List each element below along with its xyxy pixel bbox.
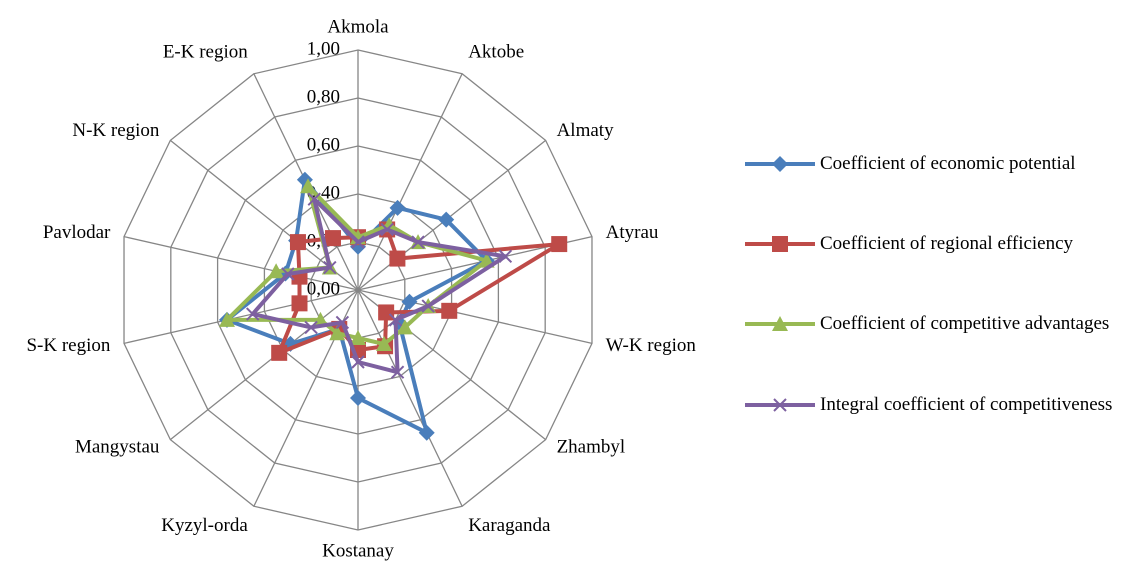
marker — [551, 236, 568, 253]
marker — [289, 234, 306, 251]
marker — [271, 344, 288, 361]
category-label: Aktobe — [468, 42, 524, 63]
legend-label: Coefficient of economic potential — [820, 153, 1076, 174]
marker — [304, 320, 318, 335]
marker — [268, 263, 285, 279]
category-label: W-K region — [606, 335, 697, 356]
marker — [390, 365, 405, 379]
marker — [325, 230, 342, 247]
marker — [350, 330, 366, 345]
legend-label: Coefficient of regional efficiency — [820, 233, 1074, 254]
marker — [281, 267, 295, 281]
category-label: Mangystau — [75, 437, 160, 458]
marker — [335, 315, 350, 330]
marker — [350, 390, 366, 406]
marker — [380, 222, 394, 237]
marker — [773, 398, 787, 412]
marker — [291, 295, 308, 312]
category-label: Karaganda — [468, 515, 551, 536]
r-tick-label: 1,00 — [307, 38, 340, 59]
category-label: N-K region — [72, 120, 160, 141]
marker — [772, 156, 788, 172]
marker — [300, 178, 317, 194]
legend-label: Integral coefficient of competitiveness — [820, 394, 1113, 415]
marker — [307, 192, 321, 206]
marker — [418, 424, 435, 441]
category-label: Kostanay — [322, 540, 394, 561]
category-label: S-K region — [26, 335, 110, 356]
spoke — [357, 73, 463, 291]
marker — [411, 235, 425, 249]
category-label: Akmola — [327, 16, 389, 37]
marker — [389, 250, 406, 267]
category-label: Almaty — [557, 120, 614, 141]
marker — [323, 260, 337, 275]
r-tick-label: 0,60 — [307, 134, 340, 155]
marker — [329, 325, 346, 341]
marker — [388, 313, 403, 327]
spoke — [123, 235, 359, 291]
marker — [396, 319, 413, 335]
marker — [376, 336, 393, 352]
marker — [351, 355, 365, 369]
spoke — [357, 289, 593, 345]
spoke — [123, 289, 359, 345]
marker — [772, 316, 788, 331]
category-label: E-K region — [163, 42, 248, 63]
category-label: Zhambyl — [557, 437, 626, 458]
r-tick-label: 0,80 — [307, 86, 340, 107]
marker — [246, 307, 260, 321]
marker — [401, 293, 418, 310]
marker — [421, 299, 435, 313]
marker — [438, 211, 455, 228]
marker — [389, 199, 406, 216]
category-label: Atyrau — [606, 222, 659, 243]
spoke — [357, 289, 463, 507]
r-tick-label: 0,00 — [307, 278, 340, 299]
marker — [498, 249, 513, 264]
legend-label: Coefficient of competitive advantages — [820, 313, 1110, 334]
category-label: Pavlodar — [43, 222, 111, 243]
spoke — [169, 289, 359, 441]
category-label: Kyzyl-orda — [161, 515, 248, 536]
marker — [218, 311, 235, 327]
marker — [441, 302, 458, 319]
marker — [378, 304, 395, 321]
marker — [351, 235, 365, 249]
marker — [772, 236, 788, 252]
spoke — [357, 139, 547, 291]
